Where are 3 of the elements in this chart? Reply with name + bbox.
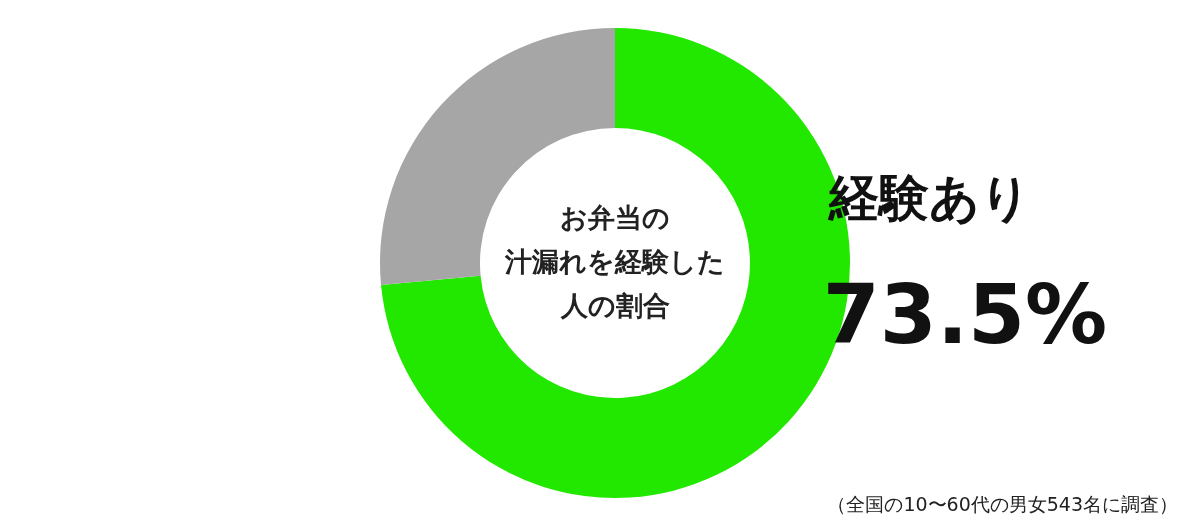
donut-slice xyxy=(380,28,615,286)
text: お弁当の汁漏れを経験した人の割合 xyxy=(504,202,725,321)
text: （全国の10〜60代の男女543名に調査） xyxy=(827,493,1178,515)
